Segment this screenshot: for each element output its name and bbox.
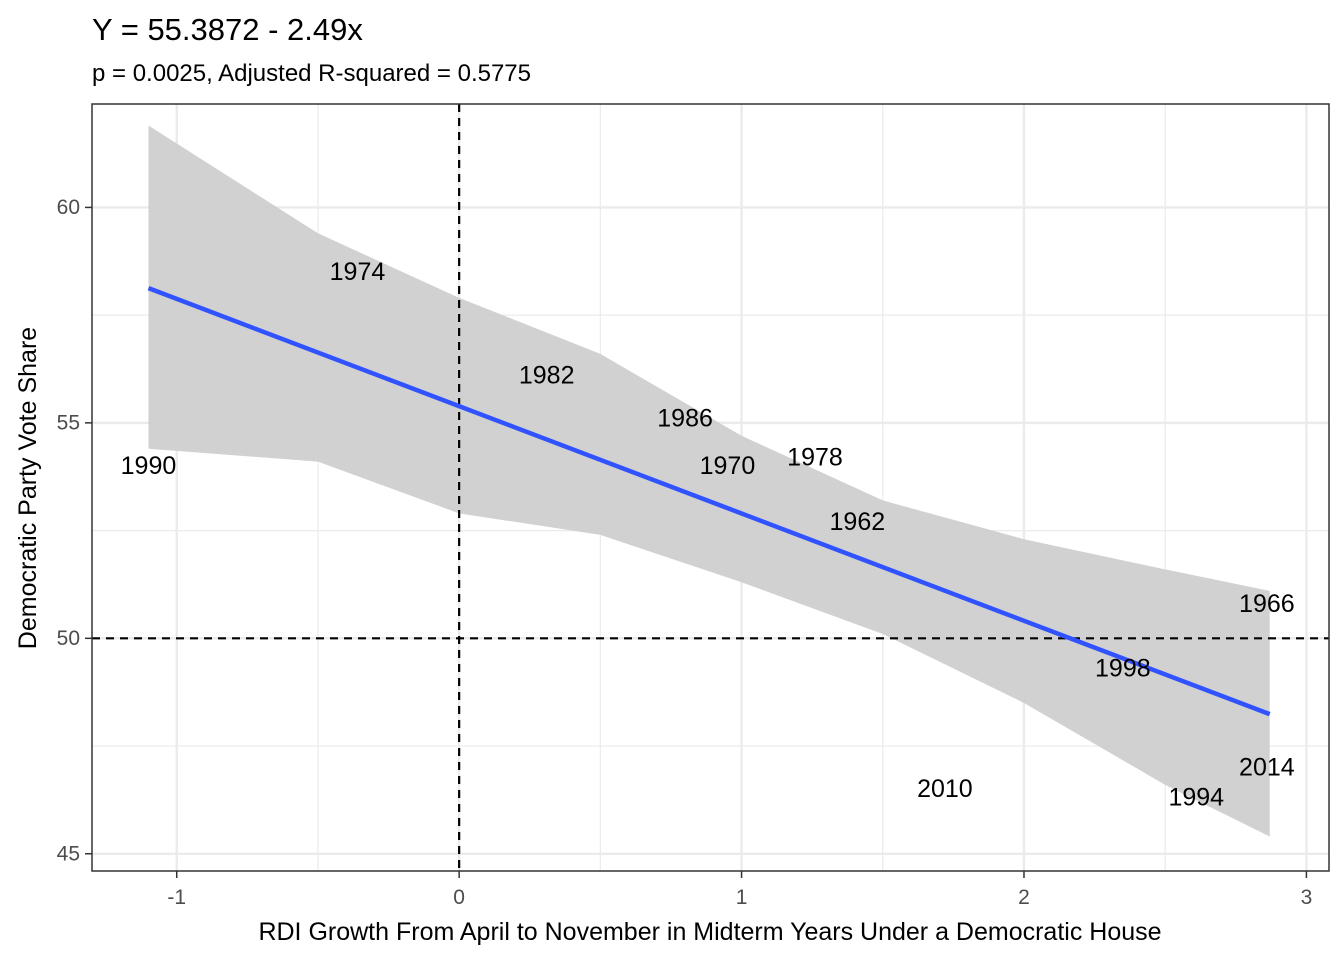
x-tick-label: -1 — [167, 886, 186, 909]
y-tick-label: 45 — [57, 842, 80, 865]
regression-line — [147, 286, 1271, 717]
reference-lines-layer — [92, 104, 1329, 871]
y-axis-title: Democratic Party Vote Share — [14, 327, 42, 649]
point-label-1970: 1970 — [700, 452, 756, 480]
y-tick-label: 55 — [57, 411, 80, 434]
y-tick-label: 60 — [57, 196, 80, 219]
point-label-1990: 1990 — [121, 452, 177, 480]
point-label-1982: 1982 — [519, 361, 575, 389]
x-axis-title: RDI Growth From April to November in Mid… — [258, 918, 1161, 946]
axis-ticks-layer: -1 0 1 2 3 45 50 55 60 — [57, 196, 1313, 909]
confidence-band-layer — [148, 125, 1270, 837]
point-label-1974: 1974 — [330, 258, 386, 286]
panel-frame-layer — [91, 103, 1330, 872]
point-label-1962: 1962 — [830, 508, 886, 536]
point-label-1998: 1998 — [1095, 654, 1151, 682]
point-labels-layer: 1990 1974 1982 1986 1970 1978 1962 1966 1998 2010… — [121, 258, 1295, 812]
x-tick-label: 2 — [1018, 886, 1030, 909]
point-label-1994: 1994 — [1168, 784, 1224, 812]
point-label-1966: 1966 — [1239, 590, 1295, 618]
x-tick-label: 1 — [736, 886, 748, 909]
chart-title: Y = 55.3872 - 2.49x — [92, 12, 363, 47]
chart-subtitle: p = 0.0025, Adjusted R-squared = 0.5775 — [92, 60, 531, 87]
confidence-band — [148, 125, 1270, 837]
x-tick-label: 0 — [453, 886, 465, 909]
point-label-1986: 1986 — [657, 405, 713, 433]
point-label-1978: 1978 — [787, 443, 843, 471]
y-tick-label: 50 — [57, 627, 80, 650]
point-label-2010: 2010 — [917, 775, 973, 803]
x-tick-label: 3 — [1301, 886, 1313, 909]
fit-line-layer — [147, 286, 1271, 717]
point-label-2014: 2014 — [1239, 754, 1295, 782]
panel-border — [91, 103, 1330, 872]
